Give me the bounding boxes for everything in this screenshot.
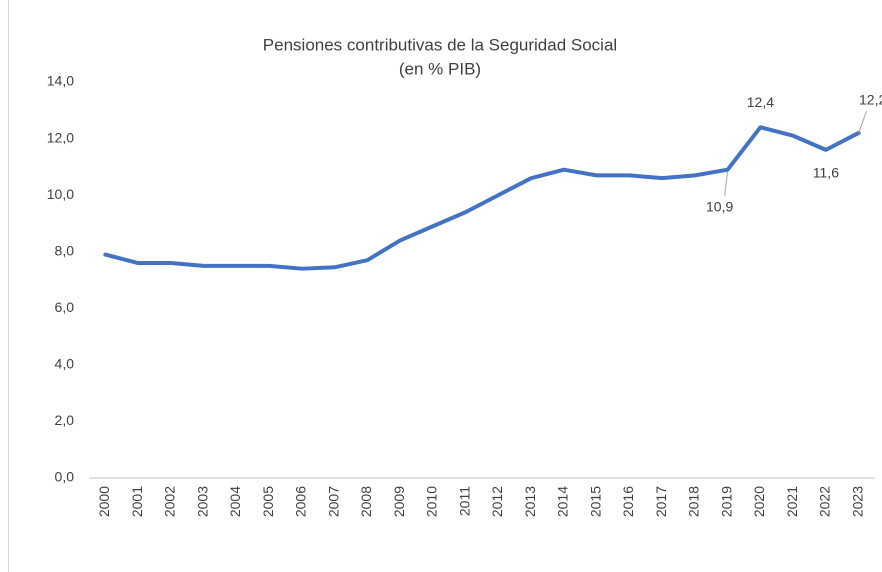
- x-tick-label: 2005: [260, 486, 276, 517]
- chart-subtitle: (en % PIB): [399, 59, 481, 78]
- x-tick-label: 2010: [424, 486, 440, 517]
- data-label: 12,2: [859, 92, 882, 108]
- x-tick-label: 2016: [620, 486, 636, 517]
- x-tick-label: 2003: [194, 486, 210, 517]
- data-label: 12,4: [747, 94, 774, 110]
- x-tick-label: 2004: [227, 486, 243, 517]
- x-tick-label: 2014: [555, 486, 571, 517]
- x-tick-label: 2020: [751, 486, 767, 517]
- x-tick-label: 2022: [817, 486, 833, 517]
- data-line: [103, 125, 861, 271]
- y-tick-label: 2,0: [55, 412, 75, 428]
- leader-line: [724, 171, 729, 196]
- x-tick-label: 2009: [391, 486, 407, 517]
- x-tick-label: 2017: [653, 486, 669, 517]
- x-tick-label: 2002: [162, 486, 178, 517]
- y-tick-label: 10,0: [47, 186, 74, 202]
- x-tick-label: 2001: [129, 486, 145, 517]
- y-tick-label: 4,0: [55, 356, 75, 372]
- x-tick-label: 2007: [325, 486, 341, 517]
- leader-line: [858, 110, 868, 134]
- data-label: 11,6: [813, 165, 839, 181]
- x-tick-label: 2019: [718, 486, 734, 517]
- x-tick-label: 2021: [784, 486, 800, 517]
- data-label: 10,9: [706, 198, 733, 214]
- x-tick-label: 2015: [587, 486, 603, 517]
- y-tick-label: 12,0: [47, 129, 74, 145]
- chart-title: Pensiones contributivas de la Seguridad …: [263, 35, 617, 54]
- x-tick-label: 2000: [96, 486, 112, 517]
- x-tick-label: 2008: [358, 486, 374, 517]
- x-tick-label: 2013: [522, 486, 538, 517]
- x-tick-label: 2011: [456, 486, 472, 516]
- y-tick-label: 6,0: [55, 299, 75, 315]
- x-tick-label: 2023: [849, 486, 865, 517]
- x-tick-label: 2018: [686, 486, 702, 517]
- x-tick-label: 2006: [293, 486, 309, 517]
- y-tick-label: 0,0: [55, 469, 75, 485]
- y-tick-label: 14,0: [47, 73, 74, 89]
- x-tick-label: 2012: [489, 486, 505, 517]
- y-tick-label: 8,0: [55, 242, 75, 258]
